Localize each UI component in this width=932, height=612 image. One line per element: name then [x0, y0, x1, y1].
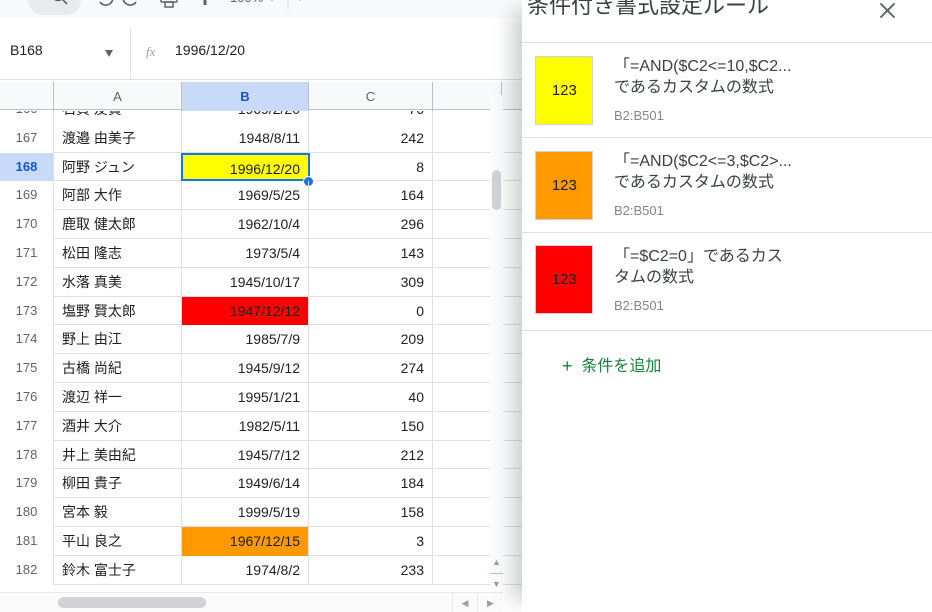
svg-text:100%: 100% [230, 0, 264, 5]
